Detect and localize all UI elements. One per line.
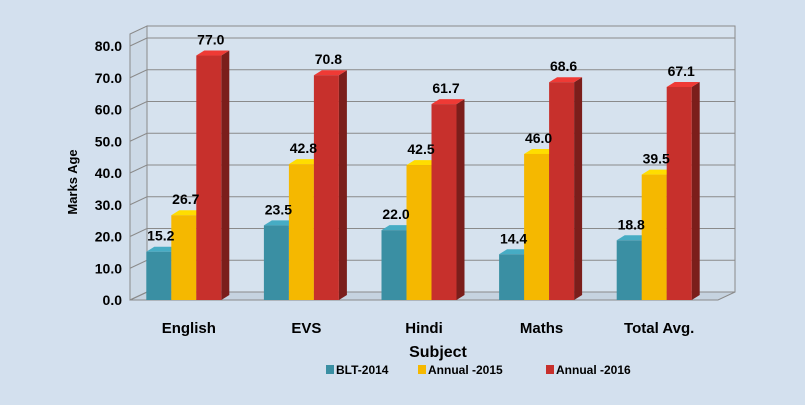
- data-label-layer: 15.2 26.7 77.0 23.5 42.8 70.8 22.0 42.5 61.7 14.4…: [147, 32, 695, 247]
- bar-top: [288, 159, 322, 165]
- data-label: 22.0: [382, 206, 409, 222]
- gridline: [129, 132, 735, 142]
- y-tick-label: 60.0: [95, 102, 122, 118]
- data-label: 68.6: [550, 58, 577, 74]
- y-tick-label: 0.0: [103, 292, 123, 308]
- bar-top: [196, 50, 230, 56]
- category-label: English: [162, 320, 216, 337]
- bar: [288, 164, 314, 300]
- y-tick-label: 80.0: [95, 38, 122, 54]
- category-label: Total Avg.: [624, 320, 694, 337]
- y-tick-label: 50.0: [95, 133, 122, 149]
- bar-side: [456, 99, 465, 300]
- bar: [406, 165, 432, 300]
- bar-top: [641, 169, 675, 175]
- bar-side: [221, 50, 230, 301]
- gridline: [129, 101, 735, 110]
- bar-top: [499, 249, 533, 255]
- legend-swatch: [326, 365, 334, 374]
- bar: [641, 174, 667, 300]
- bar: [524, 153, 550, 300]
- data-label: 77.0: [197, 32, 224, 48]
- data-label: 18.8: [618, 216, 645, 232]
- data-label: 42.5: [407, 141, 434, 157]
- bar: [381, 230, 407, 300]
- bar: [499, 254, 525, 300]
- bar-top: [313, 70, 347, 76]
- data-label: 61.7: [432, 80, 459, 96]
- bar-top: [171, 210, 205, 216]
- bar: [549, 82, 575, 300]
- bar-side: [691, 81, 700, 301]
- y-axis-title: Marks Age: [65, 149, 80, 214]
- data-label: 39.5: [643, 151, 670, 167]
- y-tick-label: 30.0: [95, 197, 122, 213]
- legend: BLT-2014 Annual -2015 Annual -2016: [326, 363, 631, 377]
- bar-top: [524, 148, 558, 154]
- data-label: 70.8: [315, 51, 342, 67]
- bar-top: [263, 220, 297, 226]
- bar-top: [549, 77, 583, 83]
- bar: [196, 55, 222, 301]
- category-label: Maths: [520, 320, 563, 337]
- y-tick-label: 40.0: [95, 165, 122, 181]
- bar-side: [338, 70, 347, 301]
- legend-label: Annual -2016: [556, 363, 631, 377]
- data-label: 23.5: [265, 201, 292, 217]
- bar-top: [381, 225, 415, 231]
- category-label: EVS: [291, 320, 321, 337]
- bar-top: [431, 99, 465, 105]
- bar: [313, 75, 339, 301]
- legend-label: BLT-2014: [336, 363, 389, 377]
- data-label: 46.0: [525, 130, 552, 146]
- bar: [431, 104, 457, 300]
- y-tick-label: 70.0: [95, 70, 122, 86]
- gridline: [129, 37, 735, 47]
- bar: [146, 251, 172, 300]
- category-label-layer: English EVS Hindi Maths Total Avg.: [162, 320, 695, 337]
- data-label: 26.7: [172, 191, 199, 207]
- bar-top: [146, 246, 180, 252]
- legend-label: Annual -2015: [428, 363, 503, 377]
- chart-left-wall: [129, 25, 148, 301]
- data-label: 14.4: [500, 230, 527, 246]
- data-label: 15.2: [147, 228, 174, 244]
- gridline: [129, 69, 735, 79]
- bar: [616, 240, 642, 300]
- y-tick-label: 20.0: [95, 229, 122, 245]
- y-tick-label: 10.0: [95, 260, 122, 276]
- category-label: Hindi: [405, 320, 443, 337]
- bar: [263, 225, 289, 300]
- bar-top: [666, 81, 700, 87]
- legend-swatch: [546, 365, 554, 374]
- bar-top: [616, 235, 650, 241]
- bar-top: [406, 160, 440, 166]
- bar: [171, 215, 197, 300]
- x-axis-title: Subject: [409, 344, 467, 361]
- data-label: 42.8: [290, 140, 317, 156]
- bar: [666, 86, 692, 301]
- legend-swatch: [418, 365, 426, 374]
- data-label: 67.1: [668, 63, 695, 79]
- bar-side: [574, 77, 583, 300]
- bar-layer: [146, 50, 700, 301]
- y-tick-layer: 0.0 10.0 20.0 30.0 40.0 50.0 60.0 70.0 80.0: [95, 38, 122, 308]
